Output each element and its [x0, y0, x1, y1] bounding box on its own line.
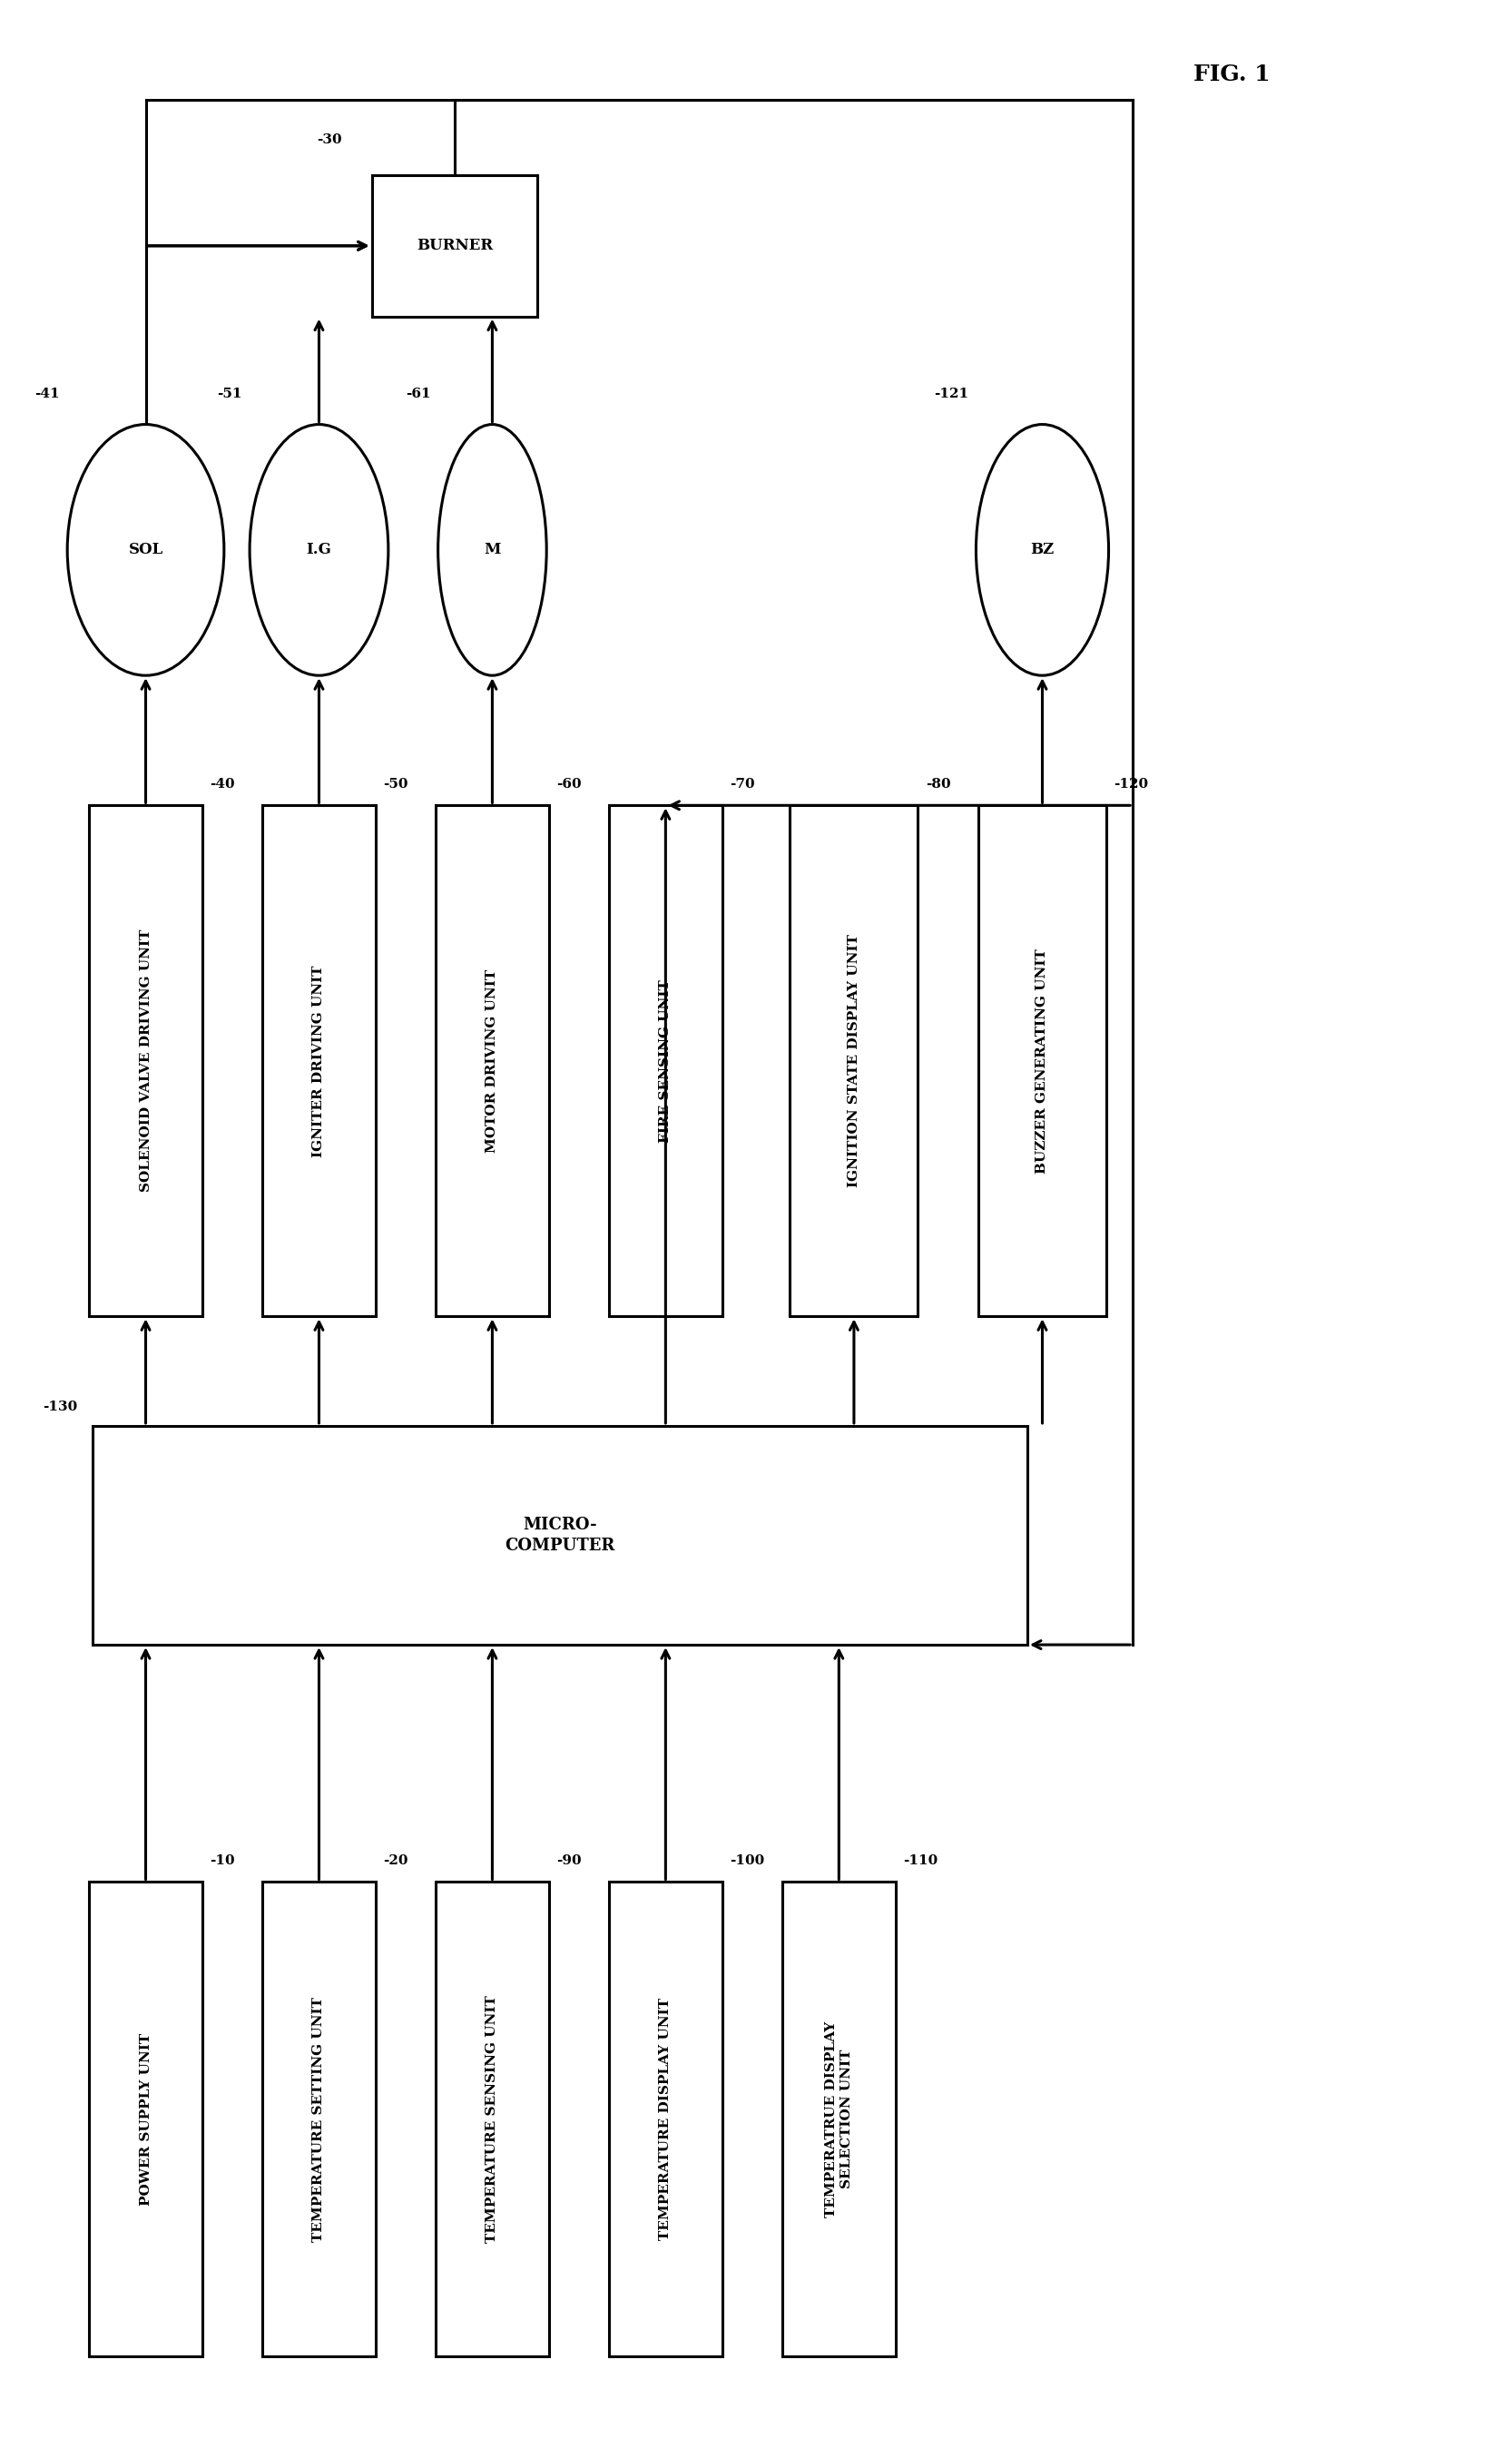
Text: -90: -90 — [556, 1855, 582, 1868]
Bar — [435, 805, 549, 1317]
Text: -60: -60 — [556, 778, 582, 790]
Text: -61: -61 — [405, 388, 431, 400]
Text: TEMPERATURE DISPLAY UNIT: TEMPERATURE DISPLAY UNIT — [659, 1999, 671, 2241]
Text: I.G: I.G — [307, 541, 331, 558]
Text: -20: -20 — [383, 1855, 408, 1868]
Text: -41: -41 — [35, 388, 60, 400]
Text: POWER SUPPLY UNIT: POWER SUPPLY UNIT — [139, 2033, 153, 2206]
Ellipse shape — [977, 424, 1108, 675]
Text: IGNITER DRIVING UNIT: IGNITER DRIVING UNIT — [313, 965, 325, 1158]
Text: BURNER: BURNER — [416, 239, 493, 254]
Text: -120: -120 — [1114, 778, 1149, 790]
Text: SOLENOID VALVE DRIVING UNIT: SOLENOID VALVE DRIVING UNIT — [139, 929, 153, 1192]
Text: -10: -10 — [210, 1855, 234, 1868]
Text: -40: -40 — [210, 778, 234, 790]
Text: -121: -121 — [934, 388, 969, 400]
Text: IGNITION STATE DISPLAY UNIT: IGNITION STATE DISPLAY UNIT — [848, 934, 860, 1187]
Bar — [782, 1882, 895, 2358]
Text: MICRO-
COMPUTER: MICRO- COMPUTER — [505, 1516, 615, 1553]
Bar — [372, 176, 537, 317]
Text: TEMPERATURE SETTING UNIT: TEMPERATURE SETTING UNIT — [313, 1997, 325, 2241]
Text: -51: -51 — [218, 388, 242, 400]
Text: TEMPERATRUE DISPLAY
SELECTION UNIT: TEMPERATRUE DISPLAY SELECTION UNIT — [824, 2021, 853, 2216]
Bar — [435, 1882, 549, 2358]
Text: -30: -30 — [316, 134, 342, 146]
Bar — [789, 805, 918, 1317]
Text: SOL: SOL — [129, 541, 163, 558]
Bar — [978, 805, 1107, 1317]
Text: BZ: BZ — [1030, 541, 1054, 558]
Text: -80: -80 — [925, 778, 951, 790]
Text: FIRE SENSING UNIT: FIRE SENSING UNIT — [659, 980, 671, 1143]
Bar — [263, 1882, 375, 2358]
Text: -70: -70 — [730, 778, 754, 790]
Text: MOTOR DRIVING UNIT: MOTOR DRIVING UNIT — [485, 970, 499, 1153]
Bar — [609, 805, 723, 1317]
Ellipse shape — [438, 424, 546, 675]
Text: -110: -110 — [903, 1855, 937, 1868]
Ellipse shape — [68, 424, 224, 675]
Text: -100: -100 — [730, 1855, 765, 1868]
Bar — [89, 805, 203, 1317]
Text: -50: -50 — [383, 778, 408, 790]
Bar — [89, 1882, 203, 2358]
Text: -130: -130 — [44, 1402, 79, 1414]
Bar — [609, 1882, 723, 2358]
Bar — [92, 1426, 1027, 1646]
Bar — [263, 805, 375, 1317]
Ellipse shape — [249, 424, 389, 675]
Text: FIG. 1: FIG. 1 — [1193, 63, 1270, 85]
Text: TEMPERATURE SENSING UNIT: TEMPERATURE SENSING UNIT — [485, 1994, 499, 2243]
Text: BUZZER GENERATING UNIT: BUZZER GENERATING UNIT — [1036, 948, 1049, 1173]
Text: M: M — [484, 541, 500, 558]
